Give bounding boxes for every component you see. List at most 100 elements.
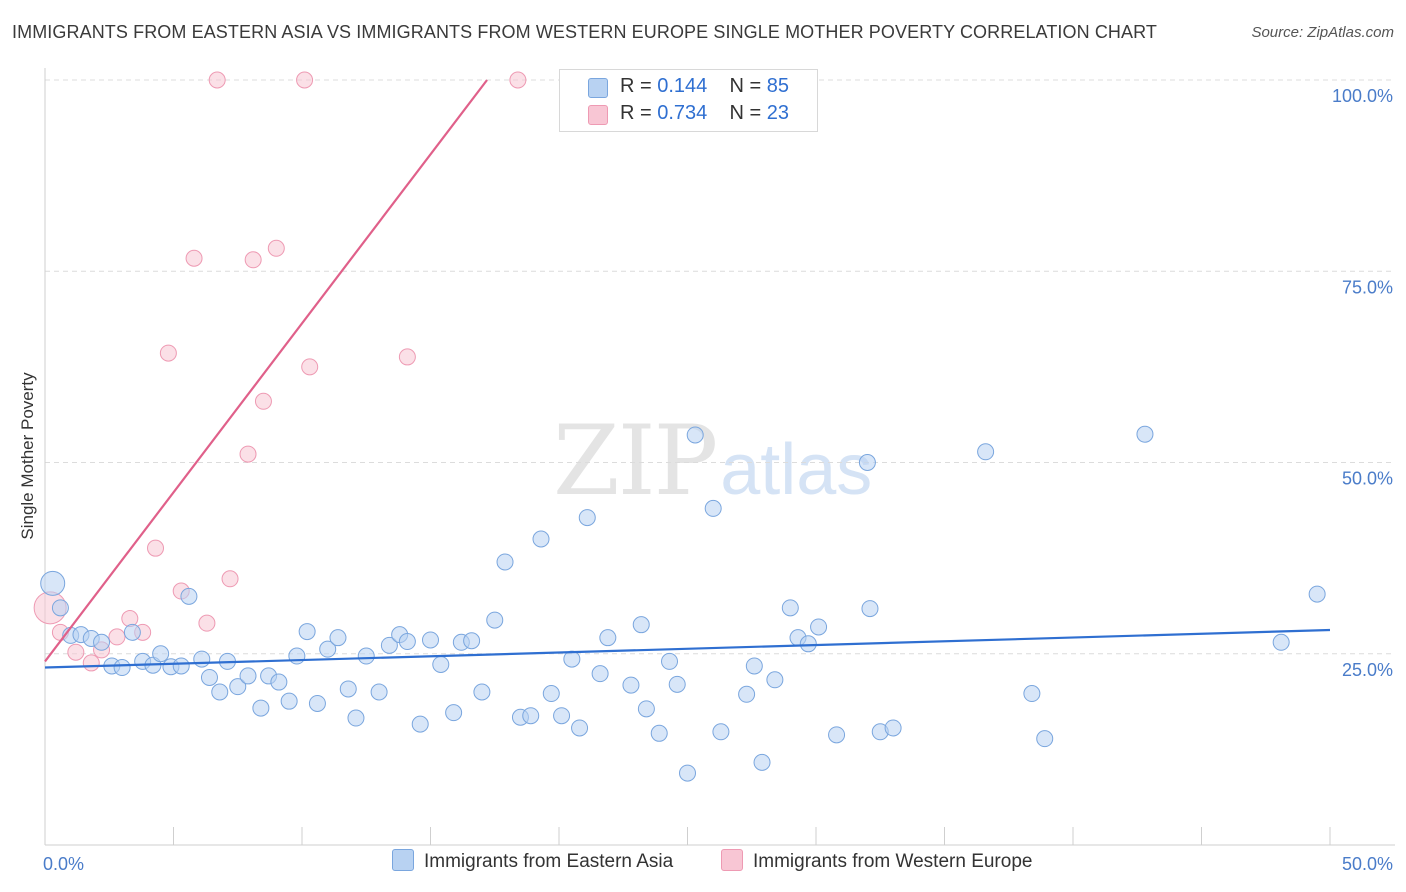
data-point-eastern-asia [113, 659, 131, 677]
data-point-eastern-asia [211, 683, 229, 701]
y-tick-label: 75.0% [1342, 277, 1393, 297]
data-point-eastern-asia [93, 633, 111, 651]
x-tick-label: 0.0% [43, 854, 84, 874]
data-point-western-europe [198, 614, 216, 632]
legend-row-western-europe: R = 0.734 N = 23 [620, 102, 789, 125]
bottom-legend-swatch-eastern-asia [392, 849, 414, 871]
data-point-eastern-asia [522, 707, 540, 725]
data-point-western-europe [301, 358, 319, 376]
data-point-eastern-asia [532, 530, 550, 548]
data-point-eastern-asia [661, 652, 679, 670]
axes [44, 68, 1395, 846]
bottom-legend-label-western-europe: Immigrants from Western Europe [753, 851, 1033, 873]
data-point-eastern-asia [542, 685, 560, 703]
data-point-eastern-asia [753, 753, 771, 771]
data-point-eastern-asia [745, 657, 763, 675]
data-point-eastern-asia [172, 657, 190, 675]
data-point-eastern-asia [738, 685, 756, 703]
bottom-legend-swatch-western-europe [721, 849, 743, 871]
data-point-eastern-asia [357, 647, 375, 665]
data-point-western-europe [239, 445, 257, 463]
data-point-eastern-asia [704, 499, 722, 517]
trend-line-western-europe [44, 79, 488, 663]
data-point-eastern-asia [766, 671, 784, 689]
data-point-eastern-asia [51, 599, 69, 617]
legend-r-label: R = [620, 102, 652, 124]
data-point-eastern-asia [599, 629, 617, 647]
data-point-western-europe [244, 251, 262, 269]
data-point-western-europe [509, 71, 527, 89]
data-point-western-europe [121, 610, 139, 628]
data-point-eastern-asia [686, 426, 704, 444]
data-point-western-europe [267, 239, 285, 257]
data-point-western-europe [398, 348, 416, 366]
legend-r-value: 0.144 [657, 75, 708, 97]
series-eastern-asia-points [40, 425, 1326, 782]
tick-labels: 25.0% 50.0% 75.0% 100.0% 0.0% 50.0% [43, 86, 1393, 874]
legend-swatch-eastern-asia [588, 78, 608, 98]
legend-r-value: 0.734 [657, 102, 708, 124]
y-tick-label: 25.0% [1342, 660, 1393, 680]
legend-r-label: R = [620, 75, 652, 97]
data-point-eastern-asia [432, 655, 450, 673]
data-point-eastern-asia [858, 454, 876, 471]
data-point-eastern-asia [861, 600, 879, 618]
data-point-eastern-asia [193, 650, 211, 668]
data-point-eastern-asia [123, 623, 141, 641]
data-point-eastern-asia [632, 616, 650, 634]
bottom-legend-label-eastern-asia: Immigrants from Eastern Asia [424, 851, 674, 873]
data-point-western-europe [147, 539, 165, 557]
data-point-eastern-asia [1136, 425, 1154, 443]
data-point-eastern-asia [347, 709, 365, 727]
data-point-western-europe [221, 570, 239, 588]
data-point-eastern-asia [288, 647, 306, 665]
data-point-eastern-asia [571, 719, 589, 737]
data-point-eastern-asia [884, 719, 902, 737]
data-point-eastern-asia [591, 665, 609, 683]
legend-n-value: 23 [766, 102, 790, 124]
data-point-eastern-asia [229, 678, 247, 696]
data-point-western-europe [159, 344, 177, 362]
data-point-eastern-asia [799, 635, 817, 653]
data-point-eastern-asia [781, 599, 799, 617]
y-tick-label: 50.0% [1342, 469, 1393, 489]
data-point-eastern-asia [200, 668, 218, 686]
data-point-eastern-asia [578, 509, 596, 527]
legend-swatch-western-europe [588, 105, 608, 125]
data-point-western-europe [185, 249, 203, 267]
data-point-eastern-asia [712, 723, 730, 741]
trend-lines [44, 79, 1331, 669]
data-point-eastern-asia [40, 570, 66, 596]
data-point-eastern-asia [810, 618, 828, 636]
data-point-eastern-asia [1036, 730, 1054, 748]
data-point-eastern-asia [152, 645, 170, 663]
data-point-eastern-asia [473, 683, 491, 701]
data-point-western-europe [82, 654, 100, 672]
y-tick-label: 100.0% [1332, 86, 1393, 106]
data-point-western-europe [108, 628, 126, 646]
data-point-eastern-asia [668, 675, 686, 693]
data-point-eastern-asia [239, 667, 257, 685]
series-western-europe-points [33, 71, 527, 672]
data-point-eastern-asia [650, 724, 668, 742]
grid-lines [45, 79, 1395, 655]
chart-title: IMMIGRANTS FROM EASTERN ASIA VS IMMIGRAN… [12, 22, 1157, 42]
data-point-eastern-asia [553, 707, 571, 725]
data-point-eastern-asia [319, 640, 337, 658]
data-point-eastern-asia [622, 676, 640, 694]
correlation-legend: R = 0.144 N = 85 R = 0.734 N = 23 [559, 69, 818, 132]
data-point-eastern-asia [486, 611, 504, 629]
data-point-eastern-asia [180, 587, 198, 605]
data-point-eastern-asia [398, 633, 416, 651]
data-point-eastern-asia [977, 443, 995, 461]
data-point-western-europe [208, 71, 226, 89]
data-point-eastern-asia [308, 694, 326, 712]
data-point-eastern-asia [298, 623, 316, 641]
data-point-eastern-asia [252, 699, 270, 717]
trend-line-eastern-asia [44, 628, 1331, 669]
data-point-eastern-asia [411, 715, 429, 733]
data-point-eastern-asia [445, 704, 463, 722]
data-point-eastern-asia [280, 692, 298, 710]
data-point-western-europe [296, 71, 314, 89]
